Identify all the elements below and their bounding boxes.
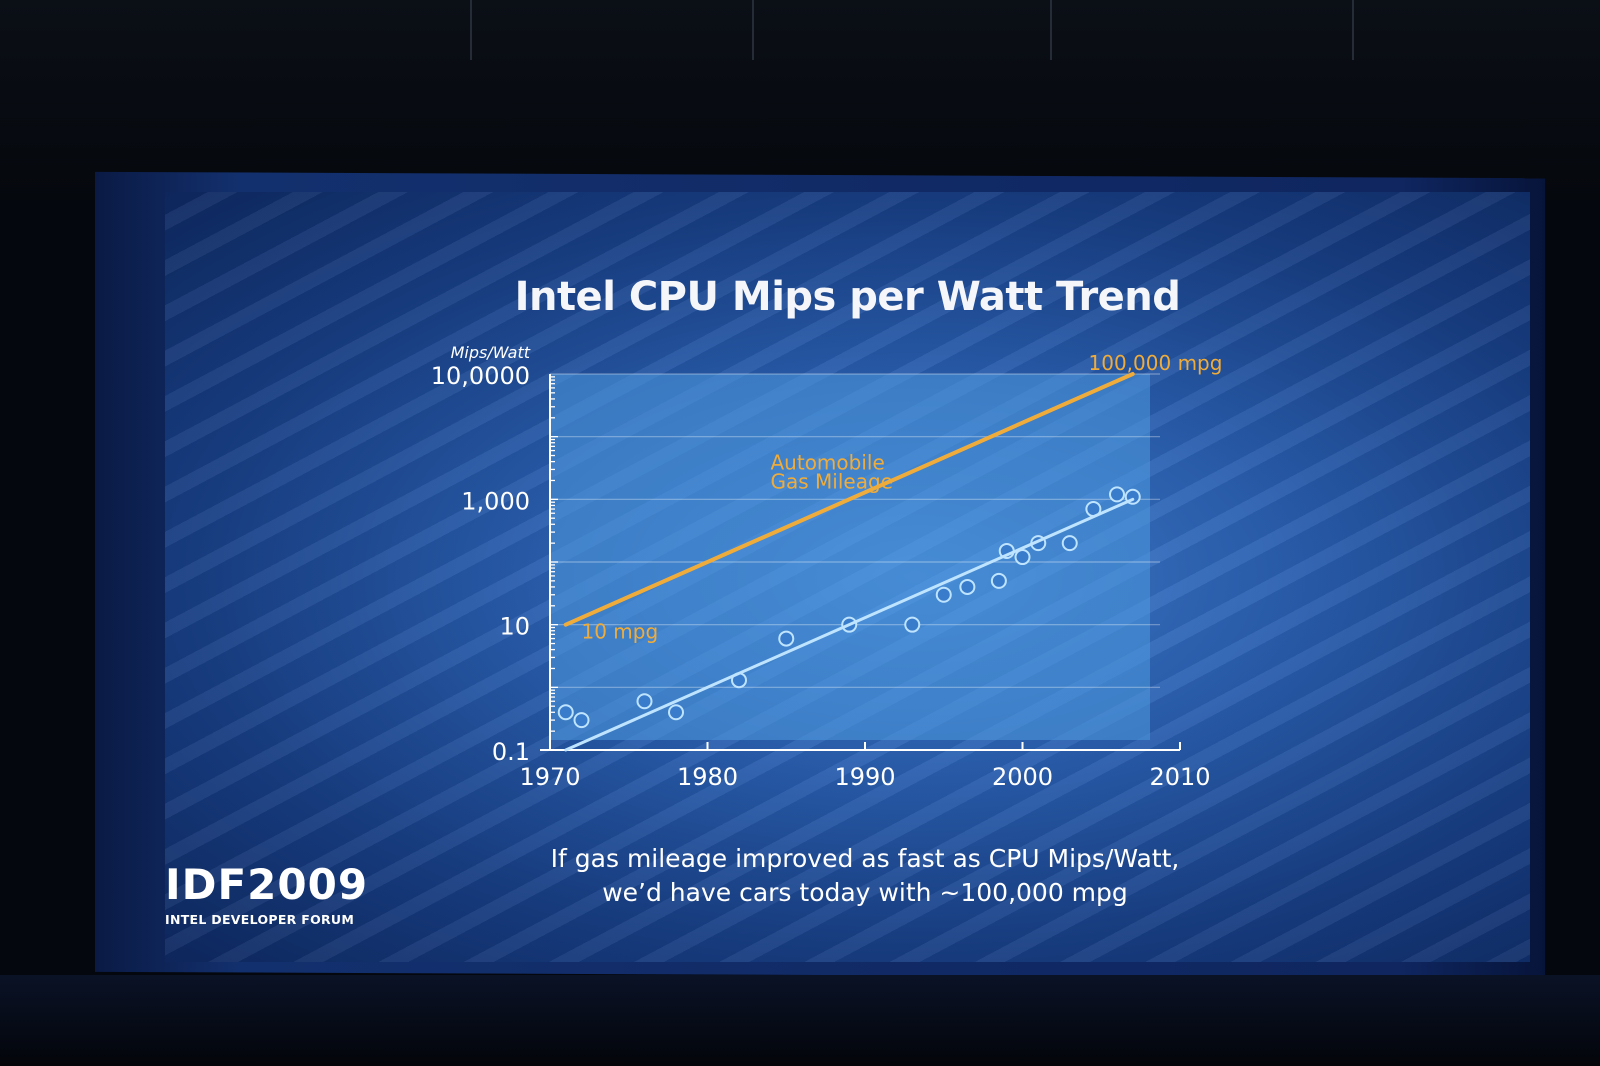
plot-background (550, 374, 1150, 740)
x-tick-label: 1970 (519, 763, 580, 791)
y-axis-label: Mips/Watt (451, 343, 531, 362)
data-point (990, 572, 1007, 589)
y-tick-label: 1,000 (461, 487, 530, 515)
slide-caption: If gas mileage improved as fast as CPU M… (465, 842, 1265, 910)
y-tick-label: 0.1 (492, 738, 530, 766)
y-tick-label: 10 (499, 613, 530, 641)
caption-line-1: If gas mileage improved as fast as CPU M… (550, 844, 1180, 873)
x-tick-label: 2000 (992, 763, 1053, 791)
idf-logo: IDF2009 (165, 860, 369, 909)
data-point (959, 578, 976, 595)
idf-logo-subtitle: INTEL DEVELOPER FORUM (165, 912, 355, 927)
annotation-label: 100,000 mpg (1089, 351, 1223, 375)
data-point (935, 586, 952, 603)
data-point (636, 693, 653, 710)
stage-ceiling (0, 0, 1600, 200)
data-point (904, 616, 921, 633)
data-point (778, 630, 795, 647)
ceiling-truss (1050, 0, 1354, 60)
data-point (573, 712, 590, 729)
y-tick-label: 10,0000 (431, 362, 530, 390)
plot-area: 1970 1980 1990 2000 2010 0.1 10 1,000 10,0000Mip… (431, 343, 1223, 791)
data-point (668, 704, 684, 721)
caption-line-2: we’d have cars today with ~100,000 mpg (602, 878, 1128, 907)
data-point (1109, 486, 1125, 503)
chart: 1970 1980 1990 2000 2010 0.1 10 1,000 10,0000Mip… (431, 343, 1223, 791)
trendline-mips-per-watt (564, 497, 1135, 752)
data-point (1061, 535, 1078, 552)
stage-floor (0, 975, 1600, 1066)
annotation-label: 10 mpg (582, 620, 659, 644)
x-tick-label: 1990 (834, 763, 895, 791)
data-point (557, 704, 574, 721)
data-point (1014, 549, 1031, 566)
x-tick-label: 1980 (677, 763, 738, 791)
annotation-label: Automobile (771, 450, 885, 474)
annotation-label: Gas Mileage (771, 469, 893, 493)
slide: Intel CPU Mips per Watt Trend 1970 1980 19… (165, 192, 1530, 962)
x-tick-label: 2010 (1149, 763, 1210, 791)
slide-title: Intel CPU Mips per Watt Trend (514, 274, 1181, 320)
series-line-gas-mileage (563, 372, 1135, 627)
ceiling-truss (470, 0, 754, 60)
